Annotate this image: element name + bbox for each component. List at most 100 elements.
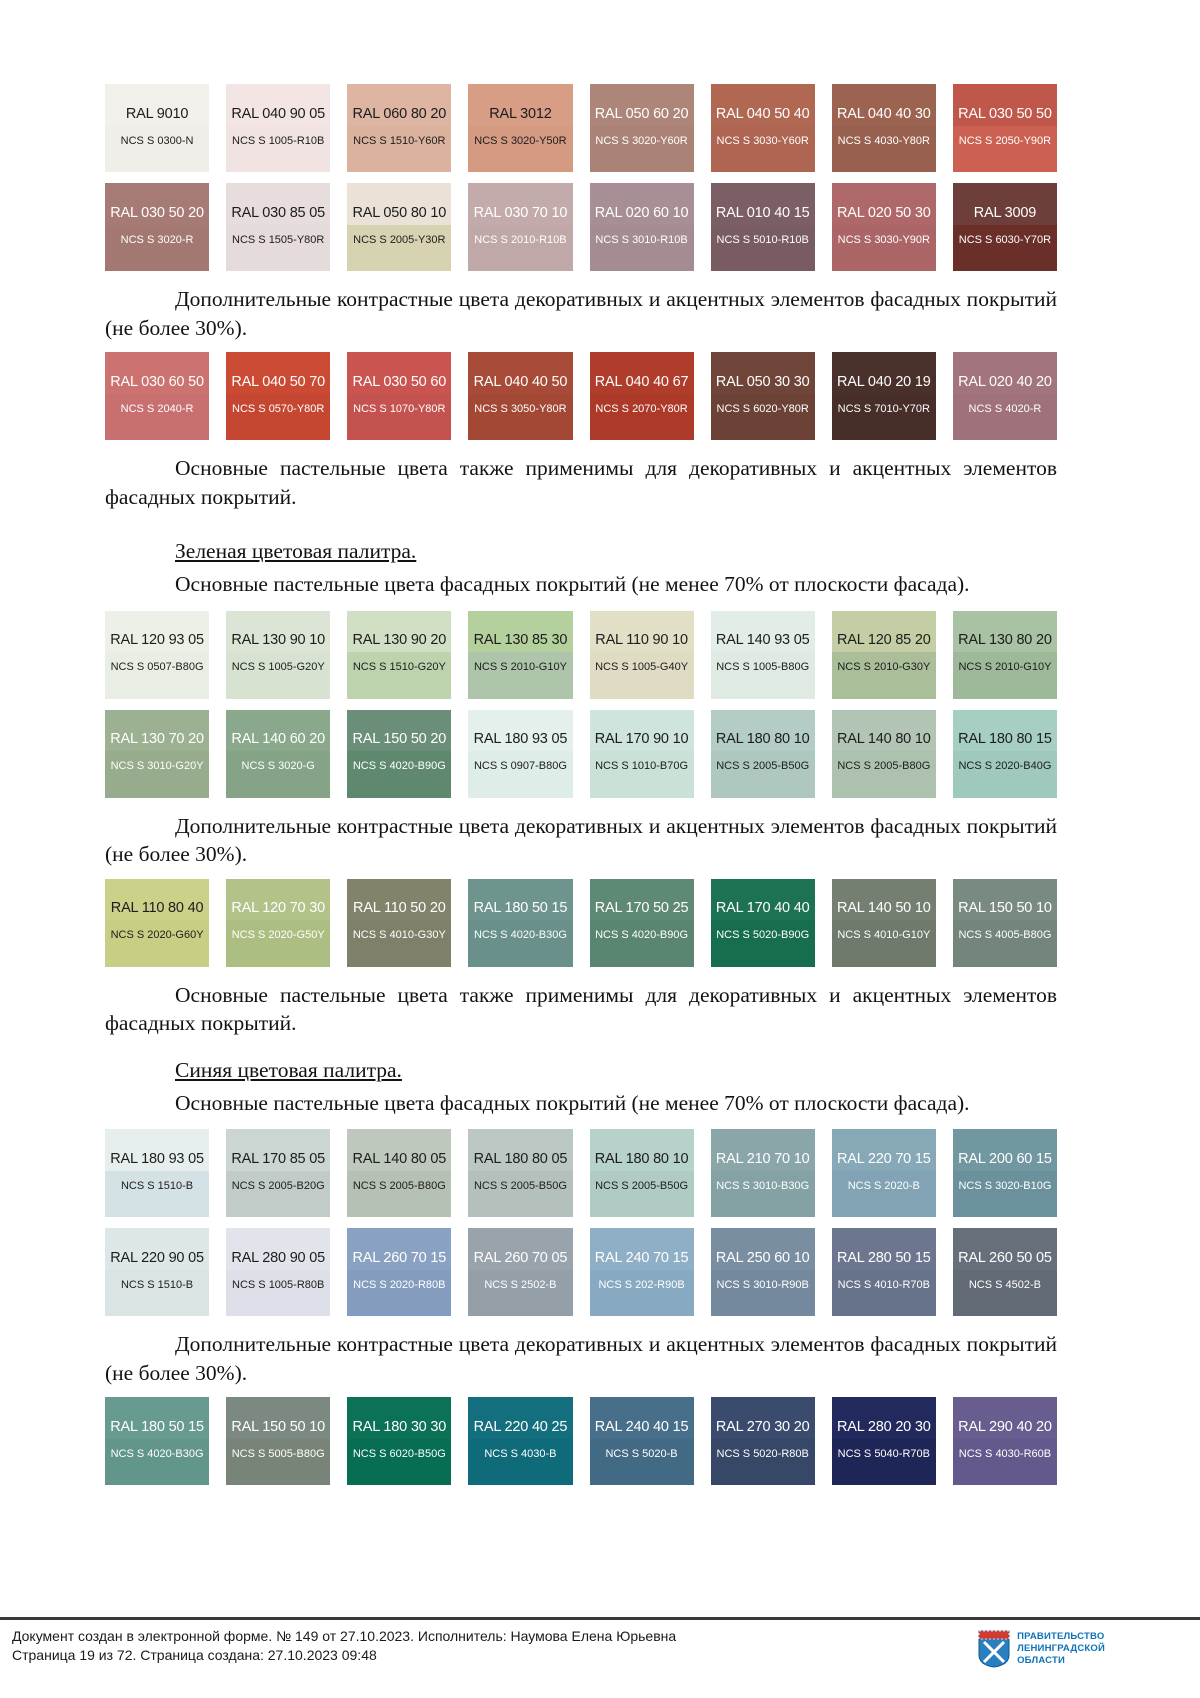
coat-of-arms-icon [978, 1630, 1010, 1668]
color-swatch-ral-140-60-20: RAL 140 60 20 NCS S 3020-G [226, 709, 331, 798]
swatch-ral-label: RAL 250 60 10 [710, 1228, 815, 1270]
color-swatch-ral-280-90-05: RAL 280 90 05 NCS S 1005-R80B [226, 1228, 331, 1317]
color-swatch-ral-030-70-10: RAL 030 70 10 NCS S 2010-R10B [468, 183, 573, 271]
color-swatch-ral-120-85-20: RAL 120 85 20 NCS S 2010-G30Y [831, 610, 936, 699]
color-swatch-ral-110-80-40: RAL 110 80 40 NCS S 2020-G60Y [105, 878, 210, 967]
swatch-ncs-label: NCS S 0507-B80G [105, 652, 210, 699]
swatch-ral-label: RAL 3012 [468, 84, 573, 126]
color-swatch-ral-170-40-40: RAL 170 40 40 NCS S 5020-B90G [710, 878, 815, 967]
color-swatch-ral-170-50-25: RAL 170 50 25 NCS S 4020-B90G [589, 878, 694, 967]
swatch-ncs-label: NCS S 4020-B30G [468, 920, 573, 967]
color-swatch-ral-020-50-30: RAL 020 50 30 NCS S 3030-Y90R [831, 183, 936, 271]
swatch-ncs-label: NCS S 3020-B10G [952, 1170, 1057, 1218]
swatch-ncs-label: NCS S 4020-R [952, 393, 1057, 441]
swatch-ncs-label: NCS S 4020-B90G [589, 920, 694, 967]
swatch-ral-label: RAL 130 85 30 [468, 610, 573, 653]
swatch-ncs-label: NCS S 2005-B50G [589, 1170, 694, 1218]
swatch-ncs-label: NCS S 2010-R10B [468, 224, 573, 271]
swatch-ncs-label: NCS S 0570-Y80R [226, 393, 331, 441]
color-swatch-ral-110-90-10: RAL 110 90 10 NCS S 1005-G40Y [589, 610, 694, 699]
swatch-ncs-label: NCS S 1005-G20Y [226, 652, 331, 699]
swatch-ral-label: RAL 030 50 50 [952, 84, 1057, 126]
main-pastel-paragraph-green: Основные пастельные цвета фасадных покры… [175, 571, 970, 596]
swatch-ncs-label: NCS S 2020-B [831, 1170, 936, 1218]
swatch-row: RAL 180 93 05 NCS S 1510-B RAL 170 85 05 NC… [105, 1129, 1057, 1218]
swatch-ral-label: RAL 140 80 05 [347, 1129, 452, 1171]
color-swatch-ral-020-60-10: RAL 020 60 10 NCS S 3010-R10B [589, 183, 694, 271]
swatch-ncs-label: NCS S 1510-Y60R [347, 125, 452, 172]
swatch-ral-label: RAL 3009 [952, 183, 1057, 225]
swatch-ral-label: RAL 030 50 60 [347, 352, 452, 394]
swatch-ral-label: RAL 040 20 19 [831, 352, 936, 394]
swatch-ncs-label: NCS S 5040-R70B [831, 1438, 936, 1486]
palette-red-main: RAL 9010 NCS S 0300-N RAL 040 90 05 NCS S 1… [105, 84, 1057, 271]
color-swatch-ral-220-40-25: RAL 220 40 25 NCS S 4030-B [468, 1397, 573, 1486]
swatch-row: RAL 110 80 40 NCS S 2020-G60Y RAL 120 70 3… [105, 878, 1057, 967]
swatch-ncs-label: NCS S 1510-G20Y [347, 652, 452, 699]
swatch-ncs-label: NCS S 4020-B90G [347, 751, 452, 798]
swatch-ncs-label: NCS S 5010-R10B [710, 224, 815, 271]
swatch-ncs-label: NCS S 202-R90B [589, 1269, 694, 1317]
swatch-row: RAL 130 70 20 NCS S 3010-G20Y RAL 140 60 2… [105, 709, 1057, 798]
government-logo: ПРАВИТЕЛЬСТВО ЛЕНИНГРАДСКОЙ ОБЛАСТИ [978, 1630, 1105, 1668]
swatch-ncs-label: NCS S 3020-Y50R [468, 125, 573, 172]
palette-red-contrast: RAL 030 60 50 NCS S 2040-R RAL 040 50 70 NC… [105, 352, 1057, 441]
color-swatch-ral-180-93-05: RAL 180 93 05 NCS S 1510-B [105, 1129, 210, 1218]
swatch-ral-label: RAL 150 50 20 [347, 709, 452, 752]
swatch-ral-label: RAL 170 40 40 [710, 878, 815, 921]
color-swatch-ral-140-80-05: RAL 140 80 05 NCS S 2005-B80G [347, 1129, 452, 1218]
color-swatch-ral-220-70-15: RAL 220 70 15 NCS S 2020-B [831, 1129, 936, 1218]
swatch-ral-label: RAL 140 50 10 [831, 878, 936, 921]
color-swatch-ral-180-80-10: RAL 180 80 10 NCS S 2005-B50G [589, 1129, 694, 1218]
swatch-ncs-label: NCS S 1005-B80G [710, 652, 815, 699]
swatch-ral-label: RAL 180 80 10 [710, 709, 815, 752]
color-swatch-ral-250-60-10: RAL 250 60 10 NCS S 3010-R90B [710, 1228, 815, 1317]
color-swatch-ral-170-90-10: RAL 170 90 10 NCS S 1010-B70G [589, 709, 694, 798]
swatch-ncs-label: NCS S 5020-R80B [710, 1438, 815, 1486]
color-swatch-ral-130-80-20: RAL 130 80 20 NCS S 2010-G10Y [952, 610, 1057, 699]
color-swatch-ral-180-93-05: RAL 180 93 05 NCS S 0907-B80G [468, 709, 573, 798]
green-palette-heading-text: Зеленая цветовая палитра. [175, 539, 417, 564]
color-swatch-ral-140-80-10: RAL 140 80 10 NCS S 2005-B80G [831, 709, 936, 798]
swatch-ncs-label: NCS S 3010-R90B [710, 1269, 815, 1317]
swatch-ncs-label: NCS S 2502-B [468, 1269, 573, 1317]
swatch-ral-label: RAL 040 40 67 [589, 352, 694, 394]
swatch-ral-label: RAL 030 70 10 [468, 183, 573, 225]
blue-palette-heading-text: Синяя цветовая палитра. [175, 1057, 402, 1082]
green-palette-heading: Зеленая цветовая палитра. [105, 537, 1057, 566]
swatch-ral-label: RAL 180 50 15 [105, 1397, 210, 1439]
swatch-ral-label: RAL 220 70 15 [831, 1129, 936, 1171]
swatch-ral-label: RAL 170 50 25 [589, 878, 694, 921]
color-swatch-ral-240-70-15: RAL 240 70 15 NCS S 202-R90B [589, 1228, 694, 1317]
swatch-ral-label: RAL 120 93 05 [105, 610, 210, 653]
swatch-ncs-label: NCS S 3030-Y90R [831, 224, 936, 271]
swatch-ral-label: RAL 220 90 05 [105, 1228, 210, 1270]
color-swatch-ral-180-50-15: RAL 180 50 15 NCS S 4020-B30G [105, 1397, 210, 1486]
page-footer: Документ создан в электронной форме. № 1… [0, 1617, 1200, 1698]
contrast-paragraph-green: Дополнительные контрастные цвета декорат… [105, 813, 1057, 867]
swatch-ncs-label: NCS S 2040-R [105, 393, 210, 441]
swatch-ncs-label: NCS S 6020-B50G [347, 1438, 452, 1486]
logo-caption-line-2: ЛЕНИНГРАДСКОЙ [1017, 1643, 1105, 1655]
swatch-ncs-label: NCS S 2020-R80B [347, 1269, 452, 1317]
swatch-ral-label: RAL 280 20 30 [831, 1397, 936, 1439]
palette-green-main: RAL 120 93 05 NCS S 0507-B80G RAL 130 90 1… [105, 610, 1057, 798]
color-swatch-ral-180-80-05: RAL 180 80 05 NCS S 2005-B50G [468, 1129, 573, 1218]
swatch-ncs-label: NCS S 5020-B [589, 1438, 694, 1486]
swatch-ncs-label: NCS S 5005-B80G [226, 1438, 331, 1486]
swatch-row: RAL 030 50 20 NCS S 3020-R RAL 030 85 05 NC… [105, 183, 1057, 271]
swatch-ral-label: RAL 030 85 05 [226, 183, 331, 225]
swatch-ncs-label: NCS S 2005-B80G [347, 1170, 452, 1218]
swatch-ral-label: RAL 170 85 05 [226, 1129, 331, 1171]
swatch-ncs-label: NCS S 2020-G60Y [105, 920, 210, 967]
contrast-paragraph-blue: Дополнительные контрастные цвета декорат… [105, 1332, 1057, 1385]
color-swatch-ral-130-90-20: RAL 130 90 20 NCS S 1510-G20Y [347, 610, 452, 699]
swatch-ral-label: RAL 210 70 10 [710, 1129, 815, 1171]
swatch-ncs-label: NCS S 4030-B [468, 1438, 573, 1486]
swatch-row: RAL 120 93 05 NCS S 0507-B80G RAL 130 90 1… [105, 610, 1057, 699]
swatch-ral-label: RAL 140 60 20 [226, 709, 331, 752]
swatch-ncs-label: NCS S 2005-B50G [468, 1170, 573, 1218]
swatch-row: RAL 180 50 15 NCS S 4020-B30G RAL 150 50 1… [105, 1397, 1057, 1486]
swatch-ncs-label: NCS S 2005-B20G [226, 1170, 331, 1218]
